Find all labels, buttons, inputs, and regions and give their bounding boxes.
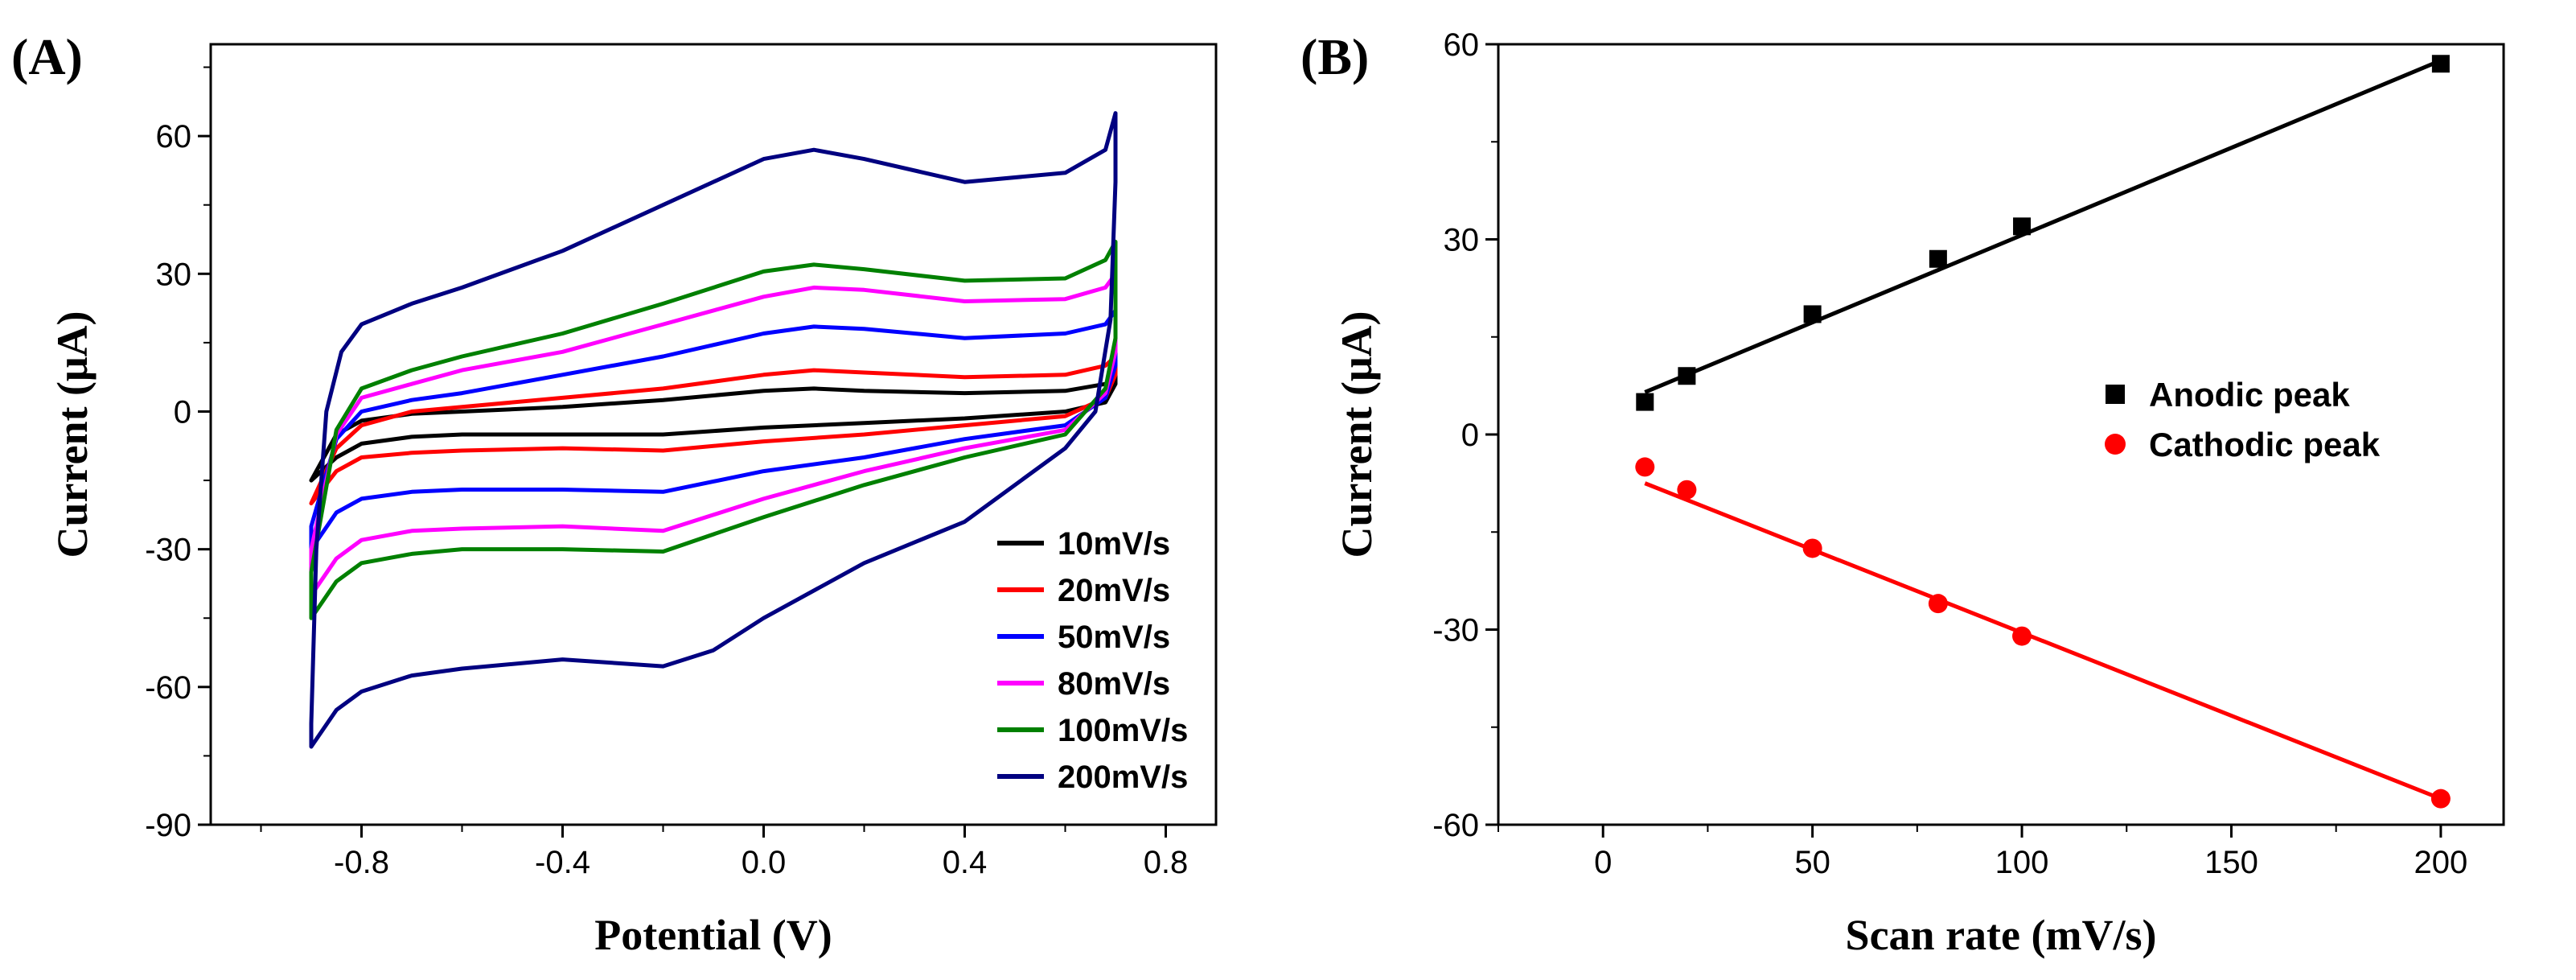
b-x-tick-label: 0: [1594, 845, 1612, 880]
b-y-tick-label: 60: [1444, 27, 1480, 63]
legend-a-label: 20mV/s: [1058, 573, 1170, 608]
a-y-tick-label: 0: [174, 394, 191, 430]
anodic-point: [1929, 249, 1947, 268]
legend-a-label: 100mV/s: [1058, 713, 1188, 748]
cathodic-point: [1677, 480, 1697, 500]
chart-panel-b: (B) 0 50 100 150 200 -60 -30 0 30 60 Anodic peak C…: [1300, 27, 2505, 959]
anodic-point: [1678, 367, 1696, 385]
b-x-tick-label: 150: [2204, 845, 2258, 880]
legend-b-marker: [2105, 434, 2126, 455]
cv-curve-10mvs: [309, 373, 1118, 483]
chart-panel-a: (A) -0.8 -0.4 0.0 0.4 0.8 -90 -60 -30 0 30 60 10mV…: [11, 28, 1218, 959]
axis-ticks-b: 0 50 100 150 200 -60 -30 0 30 60: [1432, 27, 2467, 880]
b-y-tick-label: 30: [1444, 223, 1480, 258]
a-y-tick-label: -90: [145, 808, 191, 843]
b-y-tick-label: 0: [1461, 418, 1479, 453]
x-axis-label-a: Potential (V): [594, 911, 832, 959]
anodic-point: [1803, 305, 1822, 323]
cv-curves: [309, 111, 1118, 749]
legend-a-label: 50mV/s: [1058, 620, 1170, 655]
a-x-tick-label: 0.4: [943, 845, 988, 880]
legend-a: 10mV/s 20mV/s 50mV/s 80mV/s 100mV/s 200mV/s: [997, 526, 1188, 795]
a-y-tick-label: -30: [145, 533, 191, 568]
fit-line-cathodic: [1644, 481, 2442, 801]
panel-label-a: (A): [11, 28, 83, 85]
b-x-tick-label: 50: [1794, 845, 1830, 880]
cathodic-point: [1635, 457, 1655, 477]
anodic-point: [2013, 217, 2032, 236]
plot-frame-a: [209, 43, 1218, 826]
b-y-tick-label: -30: [1432, 613, 1479, 649]
a-y-tick-label: 60: [156, 119, 192, 154]
y-axis-label-b: Current (μA): [1333, 311, 1381, 558]
b-x-tick-label: 100: [1995, 845, 2049, 880]
cathodic-point: [1928, 594, 1948, 614]
panel-label-b: (B): [1300, 28, 1369, 85]
a-x-tick-label: 0.8: [1144, 845, 1189, 880]
cathodic-point: [1802, 538, 1822, 558]
legend-b-label: Cathodic peak: [2149, 426, 2381, 463]
legend-b: Anodic peak Cathodic peak: [2105, 376, 2381, 463]
a-x-tick-label: -0.8: [334, 845, 389, 880]
anodic-point: [1636, 393, 1654, 411]
legend-a-label: 80mV/s: [1058, 666, 1170, 702]
a-y-tick-label: -60: [145, 670, 191, 706]
b-y-tick-label: -60: [1432, 808, 1479, 843]
a-y-tick-label: 30: [156, 257, 192, 292]
a-x-tick-label: 0.0: [742, 845, 787, 880]
data-points: [1635, 55, 2451, 809]
legend-b-marker: [2106, 385, 2125, 404]
anodic-point: [2431, 55, 2450, 73]
cathodic-point: [2012, 626, 2032, 646]
cathodic-point: [2430, 789, 2451, 809]
cv-curve-200mvs: [309, 111, 1118, 749]
legend-a-label: 200mV/s: [1058, 760, 1188, 795]
legend-a-label: 10mV/s: [1058, 526, 1170, 562]
y-axis-label-a: Current (μA): [48, 311, 97, 558]
b-x-tick-label: 200: [2414, 845, 2468, 880]
fit-line-anodic: [1644, 58, 2442, 394]
x-axis-label-b: Scan rate (mV/s): [1846, 911, 2157, 959]
cv-curve-100mvs: [309, 239, 1118, 620]
legend-b-label: Anodic peak: [2149, 376, 2350, 414]
axis-ticks-a: -0.8 -0.4 0.0 0.4 0.8 -90 -60 -30 0 30 60: [145, 66, 1189, 880]
a-x-tick-label: -0.4: [535, 845, 590, 880]
fit-lines: [1644, 58, 2442, 801]
